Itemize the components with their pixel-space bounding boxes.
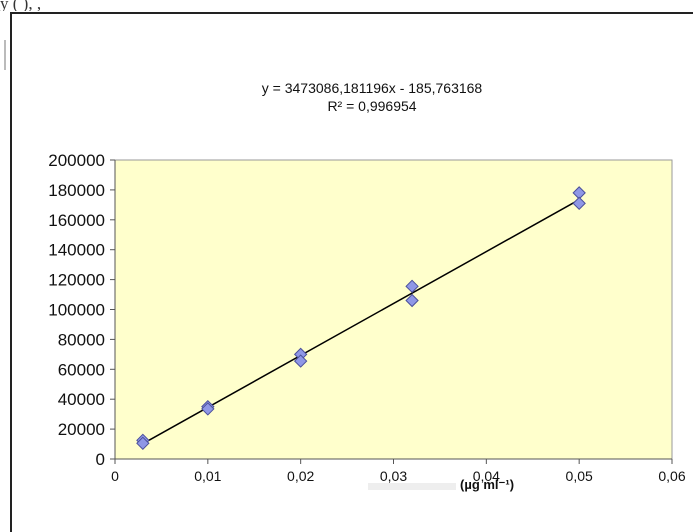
x-tick-label: 0,01 — [194, 468, 221, 484]
x-tick-label: 0 — [111, 468, 119, 484]
cropped-header-text: y ( ), , — [0, 0, 696, 11]
x-tick-label: 0,02 — [287, 468, 314, 484]
data-point-marker — [405, 279, 419, 294]
y-tick-label: 120000 — [48, 271, 105, 290]
data-point-marker — [201, 402, 215, 416]
y-tick-label: 180000 — [48, 181, 105, 200]
blurred-axis-label — [368, 483, 456, 490]
trendline — [142, 199, 580, 445]
figure-frame — [10, 12, 693, 532]
trendline-group — [142, 199, 580, 445]
y-tick-label: 140000 — [48, 241, 105, 260]
y-tick-label: 80000 — [58, 330, 105, 349]
y-tick-label: 60000 — [58, 360, 105, 379]
plot-area — [114, 159, 673, 460]
data-point-marker — [136, 436, 150, 451]
left-margin-mark — [4, 40, 6, 70]
y-tick-label: 100000 — [48, 301, 105, 320]
x-axis-unit-label: (µg ml⁻¹) — [460, 477, 514, 492]
y-tick-label: 40000 — [58, 390, 105, 409]
y-tick-label: 0 — [96, 450, 105, 469]
data-point-marker — [405, 293, 419, 308]
y-tick-label: 20000 — [58, 420, 105, 439]
x-tick-label: 0,04 — [473, 468, 500, 484]
x-tick-label: 0,05 — [566, 468, 593, 484]
data-point-marker — [572, 196, 586, 211]
x-tick-label: 0,03 — [380, 468, 407, 484]
data-points — [136, 186, 586, 451]
x-tick-label: 0,06 — [658, 468, 685, 484]
y-tick-label: 160000 — [48, 211, 105, 230]
r-squared: R² = 0,996954 — [327, 98, 416, 114]
y-tick-label: 200000 — [48, 151, 105, 170]
tick-labels: 0 20000 40000 60000 80000 100000 120000 140000 1… — [48, 151, 686, 484]
data-point-marker — [293, 354, 308, 368]
axes — [110, 159, 673, 464]
regression-equation: y = 3473086,181196x - 185,763168 — [262, 80, 483, 96]
header-fragment: y ( ), , — [0, 0, 42, 11]
